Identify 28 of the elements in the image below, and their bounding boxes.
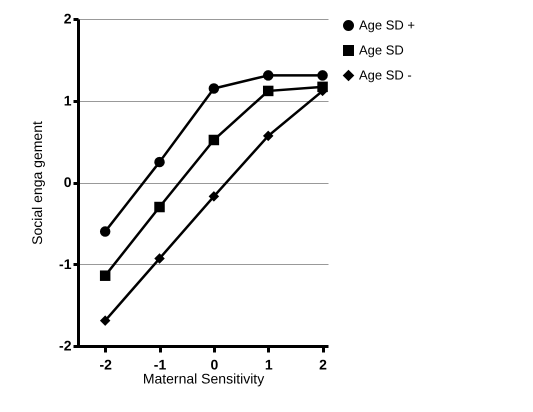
point [262,86,274,96]
x-tick-label: -1 [154,356,166,372]
x-tick-label: 0 [210,356,218,372]
y-tick-label: -1 [59,256,72,272]
x-tick-label: -2 [99,356,112,372]
point [262,130,274,142]
y-tick-label: 1 [64,92,72,108]
point [100,270,110,281]
point [154,253,165,264]
point [100,226,110,237]
point [317,70,328,81]
legend-label: Age SD - [359,68,412,82]
point [208,83,220,94]
x-axis-title: Maternal Sensitivity [142,370,264,386]
x-tick-label: 2 [319,356,328,372]
point [154,202,165,212]
point [208,191,220,202]
x-tick-label: 1 [264,356,273,372]
point [154,156,165,168]
y-axis-title: Social enga gement [29,121,46,245]
legend-label: Age SD + [359,18,416,32]
legend-label: Age SD [359,42,404,58]
y-tick-label: -2 [59,338,72,354]
point [262,70,274,81]
y-tick-label: 2 [64,10,72,26]
y-tick-label: 0 [64,174,72,190]
point [208,134,220,146]
point [100,315,110,326]
